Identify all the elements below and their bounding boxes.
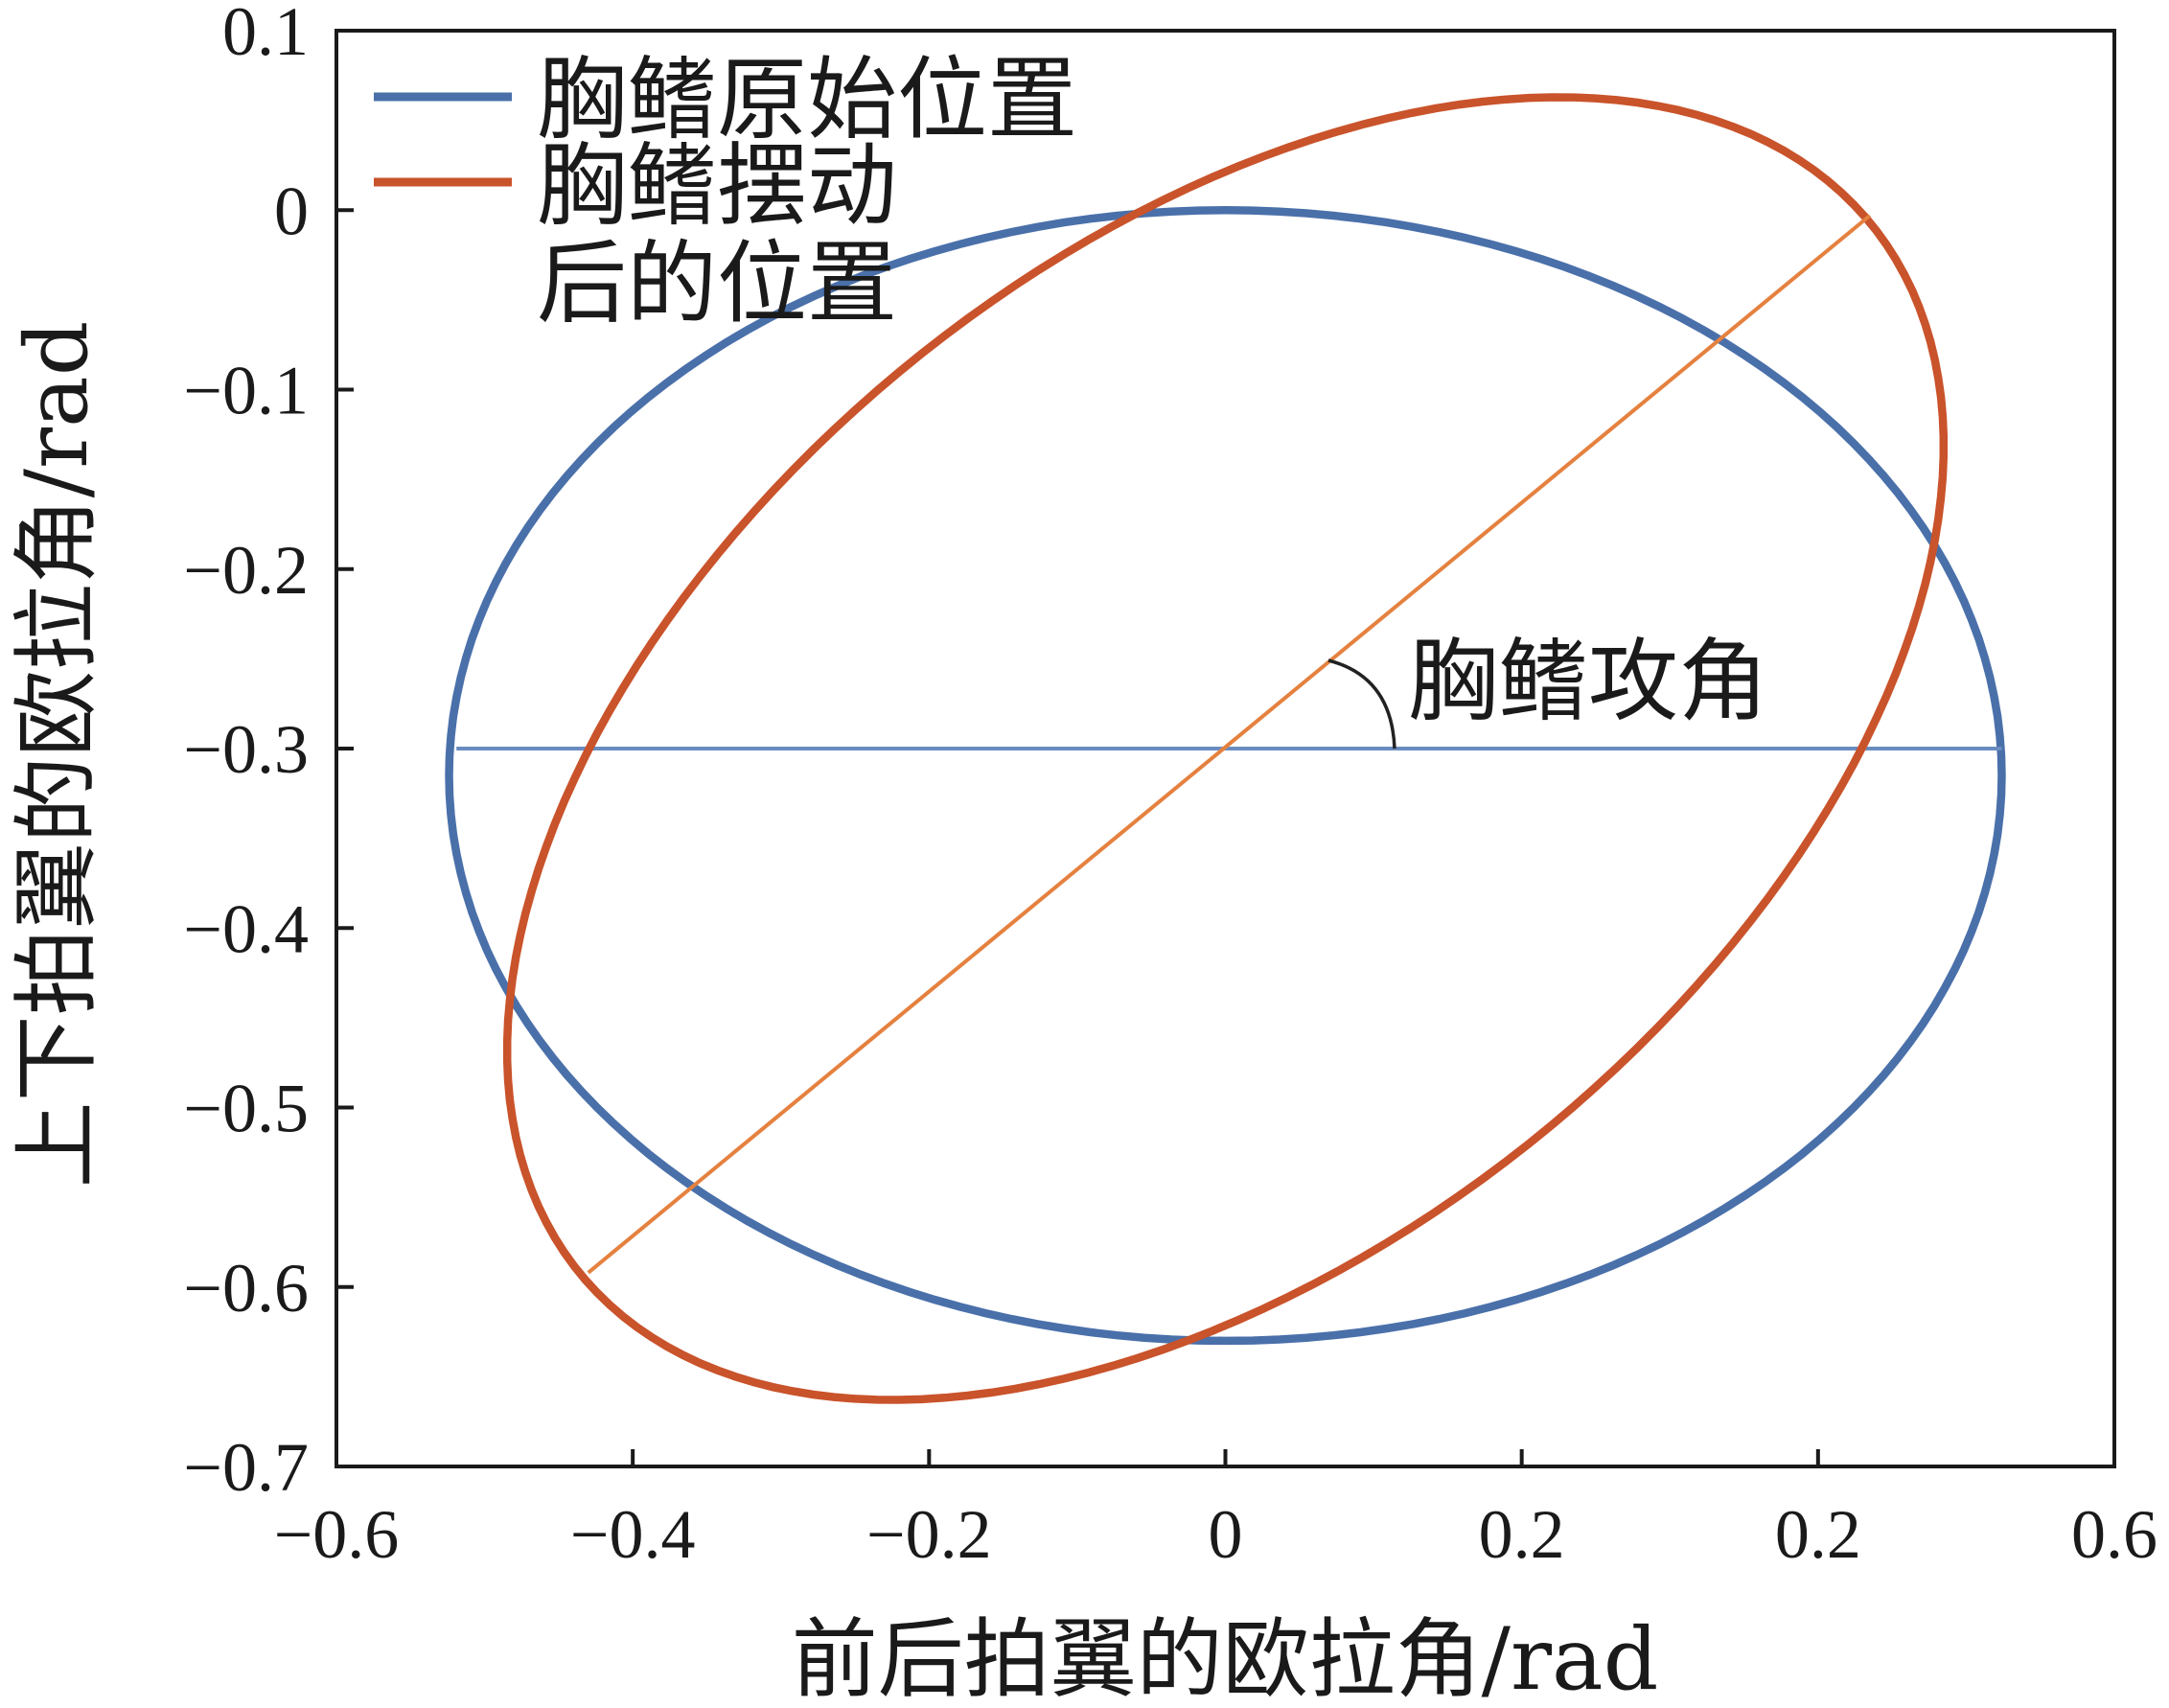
legend-label-swung-line2: 后的位置 bbox=[537, 232, 897, 336]
y-tick-label: −0.6 bbox=[183, 1250, 309, 1327]
y-tick-label: −0.1 bbox=[183, 353, 309, 429]
y-tick-label: −0.4 bbox=[183, 890, 309, 967]
attack-angle-annotation: 胸鳍攻角 bbox=[1408, 630, 1768, 734]
y-tick-label: −0.3 bbox=[183, 711, 309, 788]
ellipse-original bbox=[445, 206, 2006, 1346]
x-tick-label: 0.2 bbox=[1775, 1496, 1861, 1573]
axes: 0.10−0.1−0.2−0.3−0.4−0.5−0.6−0.7−0.6 −0.4… bbox=[183, 0, 2157, 1573]
plot-area bbox=[445, 93, 2006, 1404]
x-tick-label: 0.2 bbox=[1479, 1496, 1565, 1573]
x-tick-label: 0 bbox=[1209, 1496, 1243, 1573]
y-axis-title: 上下拍翼的欧拉角/rad bbox=[7, 321, 107, 1189]
legend: 胸鳍原始位置 胸鳍摆动 后的位置 bbox=[374, 48, 1077, 336]
y-tick-label: −0.2 bbox=[183, 532, 309, 609]
x-axis-title: 前后拍翼的欧拉角/rad bbox=[792, 1609, 1659, 1708]
y-tick-label: 0.1 bbox=[222, 0, 309, 70]
legend-label-original: 胸鳍原始位置 bbox=[537, 48, 1077, 152]
y-tick-label: −0.7 bbox=[183, 1429, 309, 1506]
y-tick-label: −0.5 bbox=[183, 1071, 309, 1147]
major-axis-line bbox=[587, 214, 1872, 1275]
legend-label-swung-line1: 胸鳍摆动 bbox=[537, 134, 897, 239]
x-tick-label: −0.4 bbox=[570, 1496, 696, 1573]
attack-angle-arc bbox=[1327, 658, 1396, 750]
x-tick-label: −0.6 bbox=[274, 1496, 400, 1573]
y-tick-label: 0 bbox=[274, 173, 309, 249]
x-tick-label: 0.6 bbox=[2071, 1496, 2157, 1573]
x-tick-label: −0.2 bbox=[866, 1496, 992, 1573]
ellipse-swung bbox=[502, 93, 1949, 1404]
